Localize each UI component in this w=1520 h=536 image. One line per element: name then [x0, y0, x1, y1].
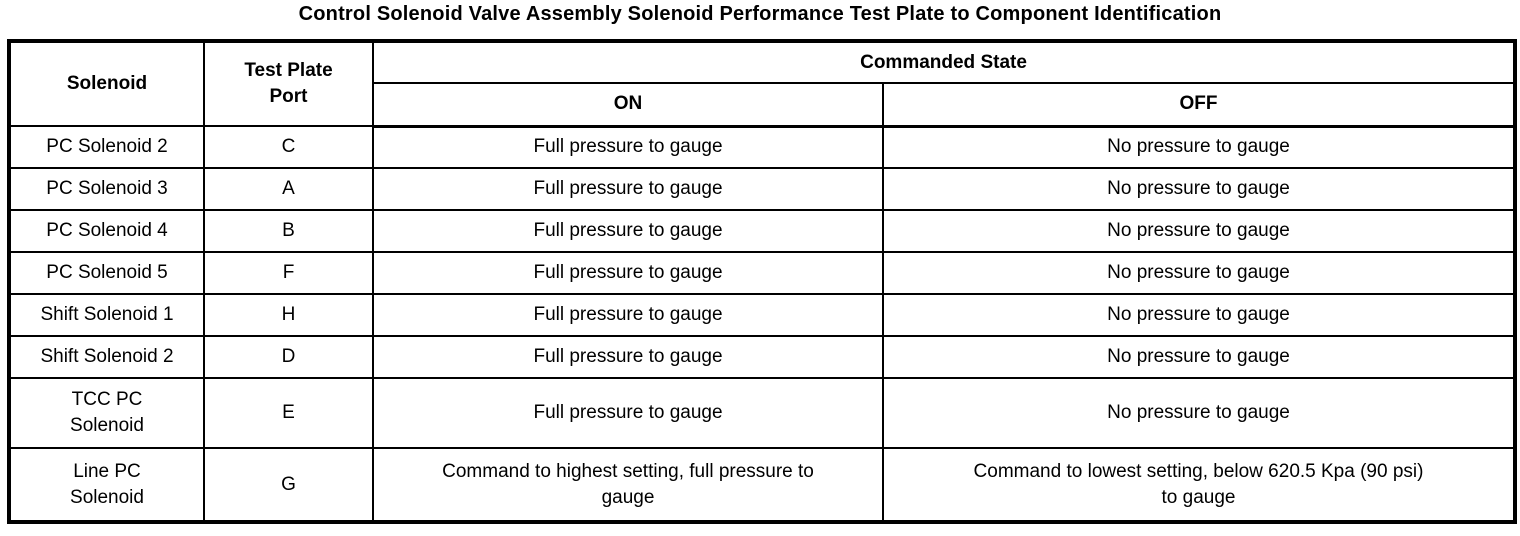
cell-solenoid: Shift Solenoid 1: [8, 293, 205, 337]
cell-solenoid: PC Solenoid 4: [8, 209, 205, 253]
cell-on-state: Full pressure to gauge: [372, 125, 884, 169]
cell-on-state: Full pressure to gauge: [372, 293, 884, 337]
table-body: PC Solenoid 2 C Full pressure to gauge N…: [8, 125, 1516, 523]
table-row: PC Solenoid 4 B Full pressure to gauge N…: [8, 209, 1516, 253]
cell-port: A: [203, 167, 374, 211]
header-on: ON: [372, 82, 884, 128]
header-test-plate-port: Test Plate Port: [203, 40, 374, 127]
table-row: Shift Solenoid 2 D Full pressure to gaug…: [8, 335, 1516, 379]
cell-on-state: Full pressure to gauge: [372, 209, 884, 253]
cell-on-state: Command to highest setting, full pressur…: [372, 447, 884, 523]
table-row: PC Solenoid 5 F Full pressure to gauge N…: [8, 251, 1516, 295]
cell-off-state: No pressure to gauge: [882, 167, 1516, 211]
table-title: Control Solenoid Valve Assembly Solenoid…: [298, 3, 1222, 25]
cell-solenoid: Line PC Solenoid: [8, 447, 205, 523]
cell-on-state: Full pressure to gauge: [372, 167, 884, 211]
cell-off-state: No pressure to gauge: [882, 251, 1516, 295]
solenoid-test-table: Solenoid Test Plate Port Commanded State…: [7, 39, 1517, 524]
cell-on-state: Full pressure to gauge: [372, 377, 884, 449]
table-row: PC Solenoid 3 A Full pressure to gauge N…: [8, 167, 1516, 211]
table-row: Shift Solenoid 1 H Full pressure to gaug…: [8, 293, 1516, 337]
cell-solenoid: PC Solenoid 3: [8, 167, 205, 211]
cell-solenoid: PC Solenoid 2: [8, 125, 205, 169]
cell-off-state: No pressure to gauge: [882, 377, 1516, 449]
cell-port: D: [203, 335, 374, 379]
cell-off-state: No pressure to gauge: [882, 209, 1516, 253]
header-commanded-state: Commanded State: [372, 40, 1516, 84]
cell-port: B: [203, 209, 374, 253]
cell-off-state: No pressure to gauge: [882, 293, 1516, 337]
header-row-top: Solenoid Test Plate Port Commanded State: [8, 40, 1516, 127]
header-row-sub: ON OFF: [9, 82, 1516, 128]
cell-port: H: [203, 293, 374, 337]
table-header: Solenoid Test Plate Port Commanded State…: [8, 40, 1516, 128]
header-off: OFF: [882, 82, 1516, 128]
table-row: TCC PC Solenoid E Full pressure to gauge…: [8, 377, 1516, 449]
cell-port: F: [203, 251, 374, 295]
cell-on-state: Full pressure to gauge: [372, 251, 884, 295]
cell-off-state: Command to lowest setting, below 620.5 K…: [882, 447, 1516, 523]
cell-solenoid: Shift Solenoid 2: [8, 335, 205, 379]
cell-port: E: [203, 377, 374, 449]
table-row: PC Solenoid 2 C Full pressure to gauge N…: [8, 125, 1516, 169]
cell-solenoid: PC Solenoid 5: [8, 251, 205, 295]
cell-port: C: [203, 125, 374, 169]
cell-off-state: No pressure to gauge: [882, 335, 1516, 379]
table-row: Line PC Solenoid G Command to highest se…: [8, 447, 1516, 523]
cell-on-state: Full pressure to gauge: [372, 335, 884, 379]
cell-port: G: [203, 447, 374, 523]
cell-solenoid: TCC PC Solenoid: [8, 377, 205, 449]
cell-off-state: No pressure to gauge: [882, 125, 1516, 169]
header-solenoid: Solenoid: [8, 40, 205, 127]
